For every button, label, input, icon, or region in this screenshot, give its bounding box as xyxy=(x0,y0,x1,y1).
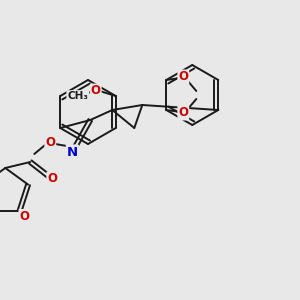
Text: O: O xyxy=(91,85,101,98)
Text: O: O xyxy=(178,70,188,83)
Text: CH₃: CH₃ xyxy=(67,91,88,101)
Text: O: O xyxy=(178,106,188,119)
Text: O: O xyxy=(20,210,29,223)
Text: O: O xyxy=(47,172,57,185)
Text: N: N xyxy=(67,146,78,158)
Text: O: O xyxy=(45,136,55,148)
